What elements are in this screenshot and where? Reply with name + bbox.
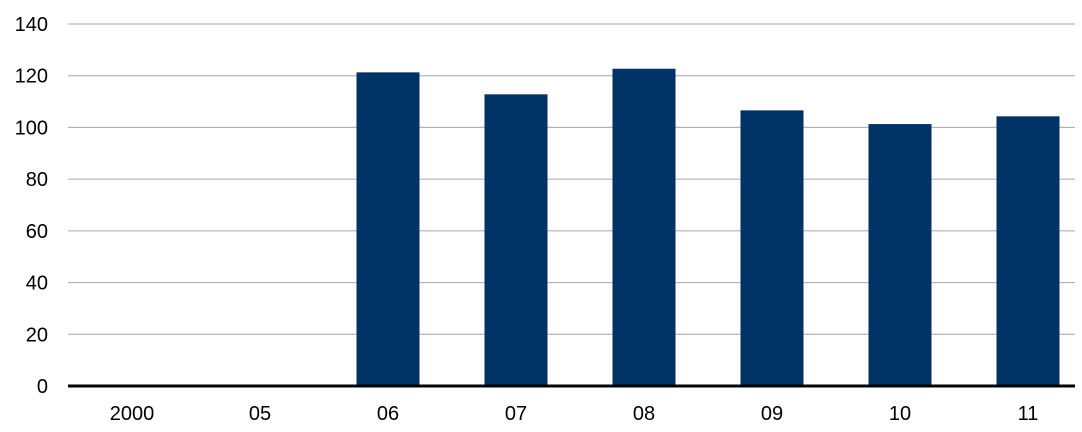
bar-08: [612, 68, 676, 387]
y-tick-label-0: 0: [37, 376, 48, 398]
y-tick-label-120: 120: [15, 66, 48, 88]
x-tick-labels: 2000 05 06 07 08 09 10 11: [110, 403, 1039, 425]
y-tick-label-40: 40: [26, 273, 48, 295]
x-tick-label-09: 09: [761, 403, 783, 425]
bar-10: [868, 124, 932, 387]
x-tick-label-06: 06: [377, 403, 399, 425]
bars: [356, 68, 1060, 387]
x-tick-label-08: 08: [633, 403, 655, 425]
x-tick-label-05: 05: [249, 403, 271, 425]
bar-11: [996, 116, 1060, 386]
x-tick-label-10: 10: [889, 403, 911, 425]
bar-07: [484, 94, 548, 387]
y-tick-label-20: 20: [26, 324, 48, 346]
x-tick-label-07: 07: [505, 403, 527, 425]
y-tick-label-100: 100: [15, 117, 48, 139]
y-tick-label-80: 80: [26, 169, 48, 191]
bar-06: [356, 72, 420, 387]
x-tick-label-11: 11: [1018, 403, 1039, 425]
y-tick-label-60: 60: [26, 221, 48, 243]
y-tick-label-140: 140: [15, 14, 48, 36]
gridlines: [68, 23, 1075, 335]
x-tick-label-2000: 2000: [110, 403, 155, 425]
y-tick-labels: 0 20 40 60 80 100 120 140: [15, 14, 48, 398]
bar-09: [740, 110, 804, 386]
